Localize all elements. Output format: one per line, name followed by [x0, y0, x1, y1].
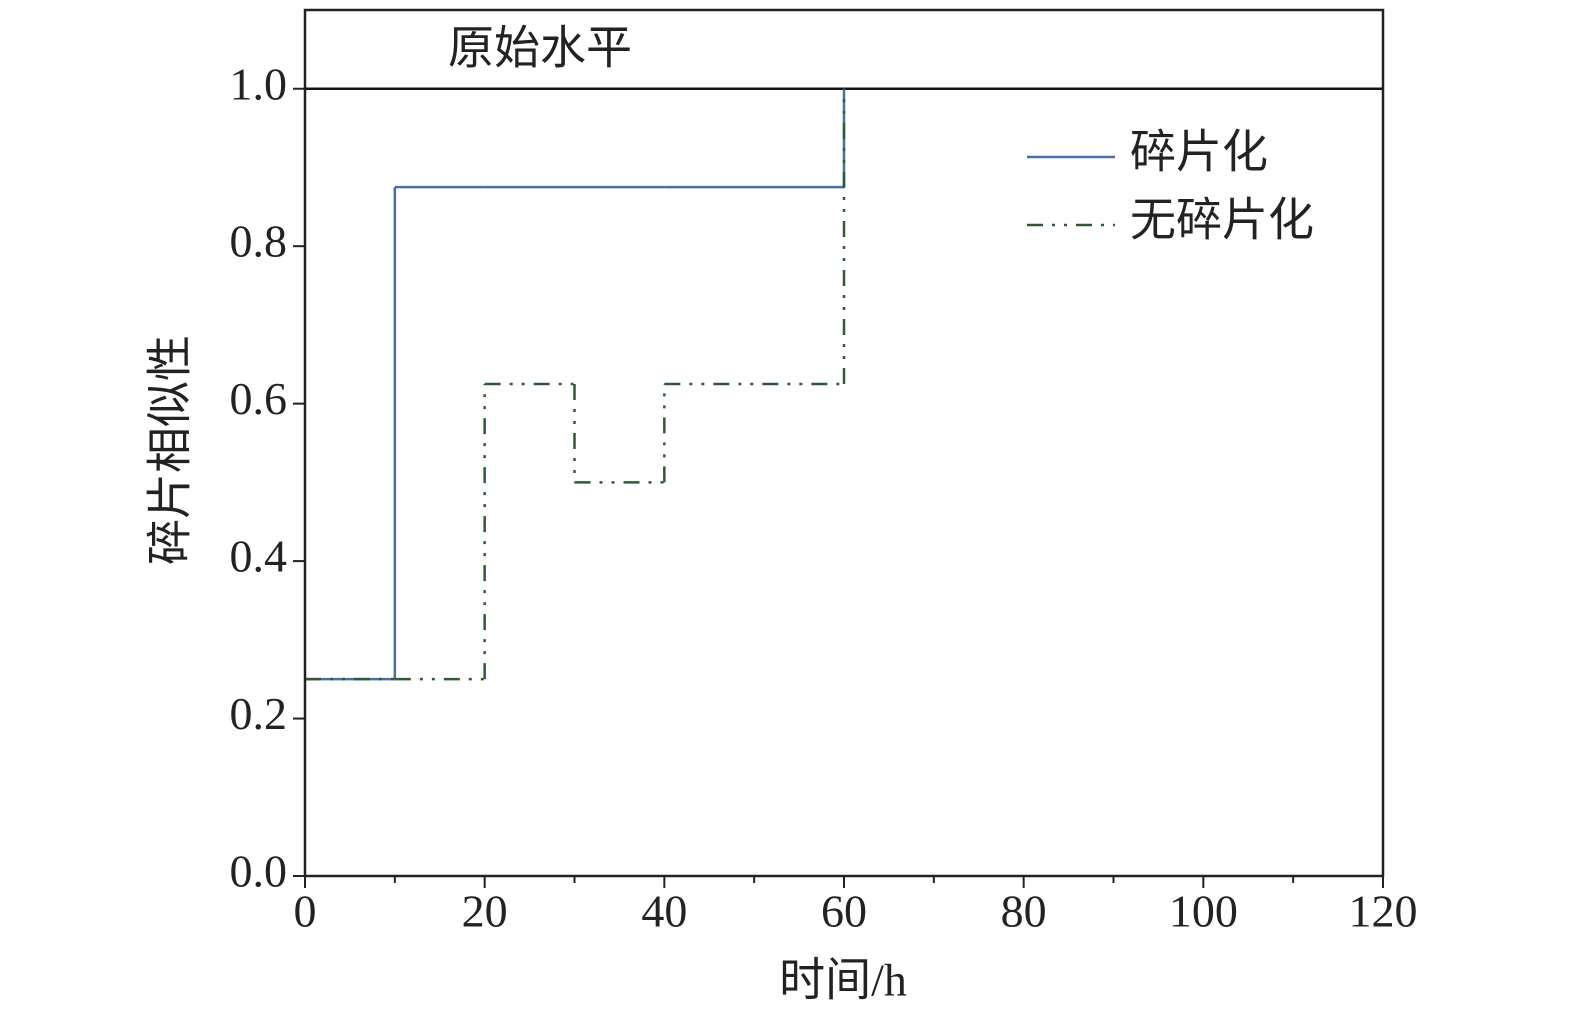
y-tick-label: 0.0	[230, 846, 288, 897]
x-tick-label: 20	[462, 886, 508, 937]
y-axis-label: 碎片相似性	[145, 335, 196, 565]
x-axis-label: 时间/h	[779, 955, 907, 1006]
legend-label: 无碎片化	[1130, 195, 1314, 246]
x-tick-label: 100	[1169, 886, 1238, 937]
legend-label: 碎片化	[1130, 127, 1268, 178]
y-tick-label: 0.4	[230, 531, 288, 582]
x-tick-label: 120	[1349, 886, 1418, 937]
x-tick-label: 0	[294, 886, 317, 937]
y-tick-label: 1.0	[230, 58, 288, 109]
x-tick-label: 80	[1001, 886, 1047, 937]
y-tick-label: 0.2	[230, 688, 288, 739]
x-tick-label: 60	[821, 886, 867, 937]
reference-label: 原始水平	[448, 22, 632, 73]
y-tick-label: 0.8	[230, 216, 288, 267]
y-tick-label: 0.6	[230, 373, 288, 424]
x-tick-label: 40	[641, 886, 687, 937]
plot-frame	[303, 8, 1385, 878]
